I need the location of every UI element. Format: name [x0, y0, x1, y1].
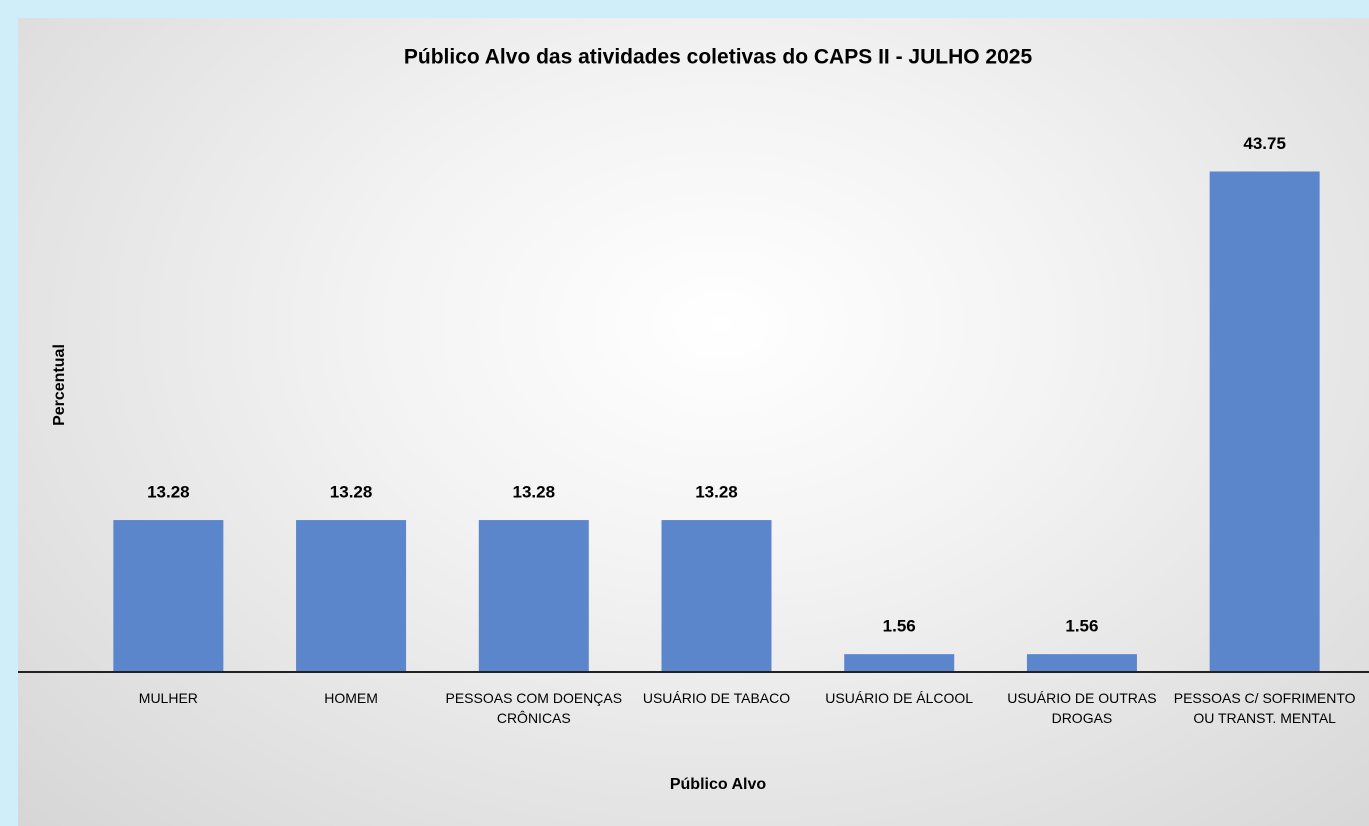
data-label: 13.28 — [147, 483, 190, 502]
data-label: 13.28 — [513, 483, 556, 502]
x-tick-label: MULHER — [138, 690, 198, 706]
bar — [661, 520, 772, 672]
x-tick-label: USUÁRIO DE OUTRAS DROGAS — [1007, 690, 1157, 726]
bar — [296, 520, 407, 672]
data-label: 43.75 — [1243, 134, 1286, 153]
x-tick-label: USUÁRIO DE ÁLCOOL — [825, 690, 974, 706]
y-axis-title: Percentual — [51, 344, 68, 426]
bar — [113, 520, 224, 672]
x-tick-label: PESSOAS COM DOENÇAS CRÔNICAS — [445, 690, 623, 726]
chart-area — [18, 18, 1369, 826]
data-label: 1.56 — [1065, 617, 1098, 636]
data-label: 13.28 — [330, 483, 373, 502]
chart-title: Público Alvo das atividades coletivas do… — [404, 46, 1033, 69]
bar — [1209, 171, 1320, 672]
data-label: 13.28 — [695, 483, 738, 502]
bar — [478, 520, 589, 672]
bar — [844, 654, 955, 672]
data-label: 1.56 — [883, 617, 916, 636]
x-axis-title: Público Alvo — [670, 776, 767, 793]
x-tick-label: USUÁRIO DE TABACO — [642, 690, 791, 706]
x-tick-label: PESSOAS C/ SOFRIMENTO OU TRANST. MENTAL — [1173, 690, 1356, 726]
bar — [1026, 654, 1137, 672]
x-tick-label: HOMEM — [324, 690, 378, 706]
